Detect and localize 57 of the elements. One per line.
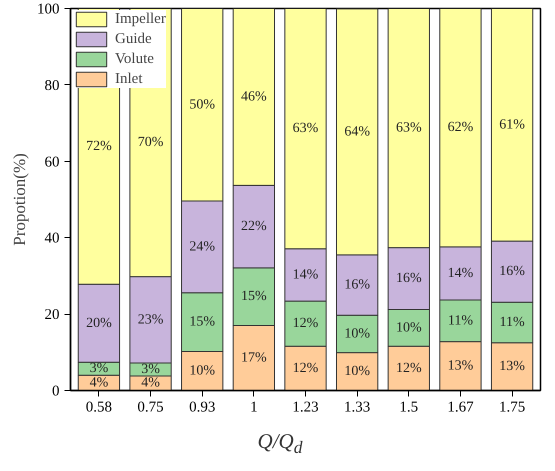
x-tick-label: 1.5 bbox=[399, 400, 418, 416]
y-tick-label: 80 bbox=[44, 78, 60, 94]
data-label: 11% bbox=[500, 315, 526, 330]
y-tick-label: 40 bbox=[44, 230, 60, 247]
data-label: 63% bbox=[292, 121, 319, 136]
x-tick-label: 1 bbox=[250, 400, 258, 416]
legend-label: Impeller bbox=[115, 10, 166, 28]
data-label: 3% bbox=[90, 361, 109, 376]
data-label: 15% bbox=[189, 314, 216, 330]
data-label: 62% bbox=[448, 120, 474, 136]
data-label: 10% bbox=[344, 364, 370, 380]
data-label: 17% bbox=[241, 350, 268, 366]
x-tick-label: 1.23 bbox=[292, 400, 319, 416]
legend-label: Inlet bbox=[115, 70, 142, 88]
data-label: 13% bbox=[448, 358, 474, 374]
x-tick-label: 0.93 bbox=[189, 400, 216, 416]
legend-label: Volute bbox=[115, 50, 154, 68]
data-label: 4% bbox=[90, 375, 109, 390]
data-label: 14% bbox=[448, 266, 474, 281]
data-label: 12% bbox=[292, 360, 319, 376]
data-label: 10% bbox=[396, 320, 422, 336]
data-label: 72% bbox=[86, 138, 112, 154]
data-label: 16% bbox=[396, 271, 422, 286]
y-tick-label: 60 bbox=[44, 154, 60, 170]
x-tick-label: 1.75 bbox=[498, 400, 526, 416]
data-label: 13% bbox=[499, 359, 526, 374]
data-label: 4% bbox=[141, 376, 160, 391]
x-tick-label: 1.67 bbox=[447, 400, 474, 416]
data-label: 70% bbox=[138, 135, 164, 150]
data-label: 12% bbox=[292, 316, 319, 332]
y-tick-label: 20 bbox=[44, 307, 60, 324]
data-label: 63% bbox=[396, 120, 422, 136]
data-label: 15% bbox=[241, 289, 268, 304]
data-label: 16% bbox=[499, 264, 526, 280]
y-tick-label: 100 bbox=[37, 2, 60, 18]
data-label: 3% bbox=[141, 362, 160, 377]
x-tick-label: 1.33 bbox=[344, 400, 370, 416]
y-tick-label: 0 bbox=[52, 384, 60, 400]
data-label: 22% bbox=[241, 219, 268, 234]
data-label: 61% bbox=[499, 117, 526, 132]
data-label: 11% bbox=[448, 313, 474, 328]
data-label: 10% bbox=[189, 364, 216, 379]
legend-label: Guide bbox=[115, 30, 152, 48]
data-label: 46% bbox=[241, 89, 268, 104]
data-label: 24% bbox=[189, 239, 216, 254]
data-label: 20% bbox=[86, 316, 112, 331]
data-label: 64% bbox=[344, 124, 370, 140]
x-tick-label: 0.58 bbox=[86, 400, 112, 416]
data-label: 14% bbox=[292, 267, 319, 282]
x-axis-title: Q/Q$_{d}$ bbox=[258, 429, 302, 458]
data-label: 10% bbox=[344, 326, 370, 342]
x-tick-label: 0.75 bbox=[137, 400, 164, 416]
data-label: 50% bbox=[189, 97, 216, 112]
data-label: 12% bbox=[396, 360, 422, 376]
y-axis-title: Propotion(%) bbox=[10, 153, 29, 246]
data-label: 23% bbox=[138, 312, 164, 328]
data-label: 16% bbox=[344, 278, 370, 293]
